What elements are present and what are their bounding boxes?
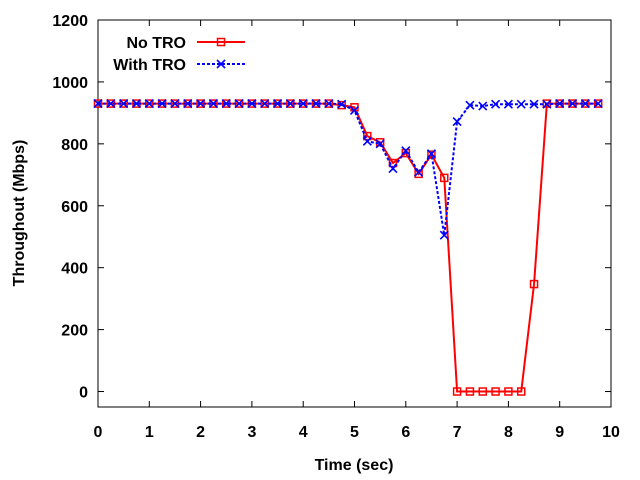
data-point-with-tro <box>144 99 154 109</box>
x-tick-label: 7 <box>453 424 462 441</box>
data-point-with-tro <box>555 99 565 109</box>
data-point-with-tro <box>247 99 257 109</box>
x-tick-label: 3 <box>247 424 256 441</box>
data-point-no-tro <box>593 99 603 108</box>
x-tick-label: 8 <box>504 424 513 441</box>
series-no-tro <box>93 99 603 396</box>
plot-frame <box>97 19 612 408</box>
data-point-no-tro <box>491 387 500 396</box>
data-point-with-tro <box>567 99 578 109</box>
legend-label-with-tro: With TRO <box>113 57 186 74</box>
y-tick-label: 400 <box>61 261 88 278</box>
y-tick-label: 0 <box>79 385 88 402</box>
legend-sample-no-tro <box>197 37 245 47</box>
x-axis-label: Time (sec) <box>315 457 394 474</box>
data-point-no-tro <box>516 387 526 396</box>
data-point-with-tro <box>401 146 411 156</box>
data-point-with-tro <box>414 167 424 177</box>
data-point-with-tro <box>491 99 501 109</box>
data-point-with-tro <box>478 101 488 111</box>
axis-ticks: 0 1 2 3 4 5 6 7 8 9 10 0 200 400 600 800 1000 1200 <box>52 13 620 441</box>
series-line-with-tro <box>98 102 599 236</box>
data-point-with-tro <box>426 149 437 159</box>
x-tick-label: 0 <box>94 424 103 441</box>
data-point-with-tro <box>298 99 308 109</box>
data-point-with-tro <box>337 99 347 109</box>
y-axis-label: Throughout (Mbps) <box>11 140 28 287</box>
data-point-no-tro <box>452 387 462 396</box>
legend-sample-with-tro <box>197 59 245 69</box>
data-point-with-tro <box>362 136 372 146</box>
data-point-with-tro <box>542 99 552 109</box>
data-point-with-tro <box>208 99 218 109</box>
x-tick-label: 6 <box>401 424 410 441</box>
data-point-with-tro <box>196 99 206 109</box>
x-tick-label: 2 <box>196 424 205 441</box>
data-point-with-tro <box>503 99 513 109</box>
data-point-with-tro <box>593 99 603 109</box>
data-point-with-tro <box>272 99 283 109</box>
data-point-with-tro <box>311 99 321 109</box>
data-point-with-tro <box>157 99 167 109</box>
data-point-with-tro <box>580 99 590 109</box>
legend-marker-no-tro <box>216 37 226 47</box>
data-point-with-tro <box>439 230 449 240</box>
data-point-with-tro <box>260 99 270 109</box>
y-tick-label: 600 <box>61 199 88 216</box>
data-point-with-tro <box>465 100 475 110</box>
data-point-no-tro <box>529 279 539 289</box>
data-point-no-tro <box>363 131 372 141</box>
data-point-no-tro <box>504 387 513 396</box>
x-tick-label: 5 <box>350 424 359 441</box>
data-point-with-tro <box>324 99 334 109</box>
legend: No TRO With TRO <box>113 35 245 74</box>
data-point-with-tro <box>131 99 142 109</box>
data-point-with-tro <box>106 99 116 109</box>
data-point-with-tro <box>221 99 231 109</box>
data-point-no-tro <box>93 99 103 108</box>
data-point-with-tro <box>516 99 526 109</box>
data-point-with-tro <box>452 116 462 127</box>
series-line-no-tro <box>98 102 599 393</box>
x-tick-label: 9 <box>555 424 564 441</box>
data-point-with-tro <box>93 99 103 109</box>
y-tick-label: 1200 <box>52 13 88 30</box>
data-point-with-tro <box>285 99 295 109</box>
y-tick-label: 1000 <box>52 75 88 92</box>
x-tick-label: 1 <box>145 424 154 441</box>
data-point-no-tro <box>478 387 487 396</box>
data-point-with-tro <box>529 99 539 109</box>
data-point-with-tro <box>375 139 385 149</box>
series-layer <box>93 99 603 396</box>
x-tick-label: 4 <box>299 424 308 441</box>
data-point-with-tro <box>234 99 244 109</box>
y-tick-label: 200 <box>61 323 88 340</box>
y-tick-label: 800 <box>61 137 88 154</box>
data-point-no-tro <box>465 387 475 396</box>
legend-marker-with-tro <box>216 59 226 69</box>
data-point-with-tro <box>119 99 129 109</box>
data-point-with-tro <box>388 164 398 174</box>
data-point-with-tro <box>183 99 193 109</box>
data-point-with-tro <box>170 99 180 109</box>
x-tick-label: 10 <box>602 424 620 441</box>
series-with-tro <box>93 99 603 240</box>
legend-label-no-tro: No TRO <box>126 35 186 52</box>
data-point-no-tro <box>440 173 449 183</box>
data-point-with-tro <box>349 105 360 115</box>
